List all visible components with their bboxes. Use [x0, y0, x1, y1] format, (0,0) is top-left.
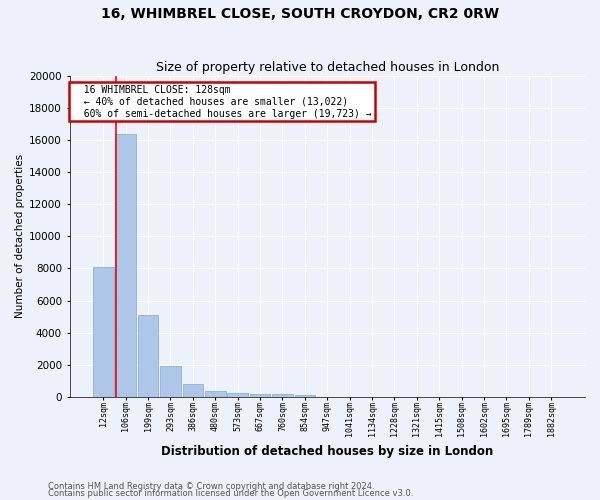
- Text: Contains public sector information licensed under the Open Government Licence v3: Contains public sector information licen…: [48, 490, 413, 498]
- Bar: [93, 267, 113, 397]
- Text: 16, WHIMBREL CLOSE, SOUTH CROYDON, CR2 0RW: 16, WHIMBREL CLOSE, SOUTH CROYDON, CR2 0…: [101, 8, 499, 22]
- Bar: [182, 384, 203, 397]
- Title: Size of property relative to detached houses in London: Size of property relative to detached ho…: [155, 62, 499, 74]
- Y-axis label: Number of detached properties: Number of detached properties: [15, 154, 25, 318]
- Bar: [272, 394, 293, 397]
- Bar: [115, 134, 136, 397]
- X-axis label: Distribution of detached houses by size in London: Distribution of detached houses by size …: [161, 444, 493, 458]
- Bar: [160, 366, 181, 397]
- Bar: [250, 394, 271, 397]
- Bar: [227, 394, 248, 397]
- Text: 16 WHIMBREL CLOSE: 128sqm
  ← 40% of detached houses are smaller (13,022)
  60% : 16 WHIMBREL CLOSE: 128sqm ← 40% of detac…: [72, 86, 372, 118]
- Bar: [205, 391, 226, 397]
- Bar: [295, 395, 315, 397]
- Bar: [138, 315, 158, 397]
- Text: Contains HM Land Registry data © Crown copyright and database right 2024.: Contains HM Land Registry data © Crown c…: [48, 482, 374, 491]
